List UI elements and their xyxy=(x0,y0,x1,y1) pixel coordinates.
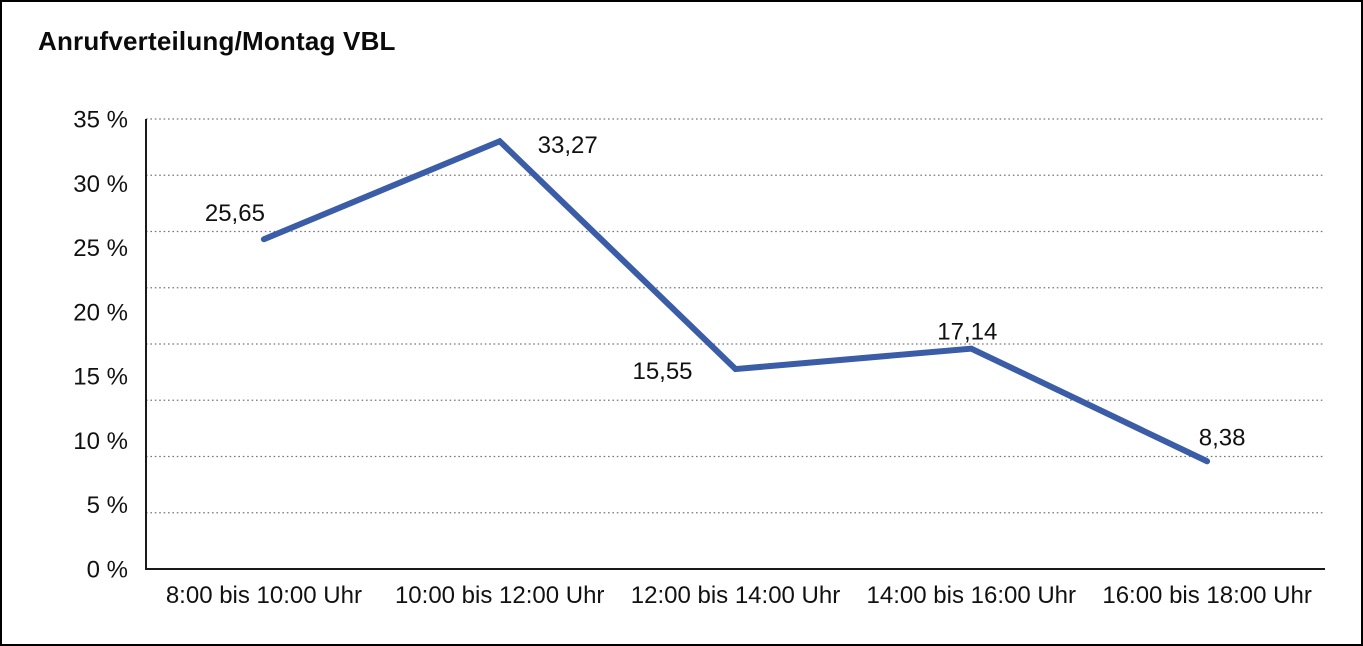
data-point-label: 25,65 xyxy=(205,200,265,227)
y-axis-tick-label: 5 % xyxy=(87,492,128,519)
y-axis-tick-label: 25 % xyxy=(73,235,128,262)
y-axis-tick-label: 20 % xyxy=(73,299,128,326)
data-point-label: 17,14 xyxy=(937,319,997,346)
y-axis-tick-label: 15 % xyxy=(73,364,128,391)
x-axis-tick-label: 14:00 bis 16:00 Uhr xyxy=(867,582,1076,609)
x-axis-tick-label: 8:00 bis 10:00 Uhr xyxy=(166,582,362,609)
data-point-label: 8,38 xyxy=(1199,424,1246,451)
data-point-label: 33,27 xyxy=(538,132,598,159)
x-axis-tick-label: 16:00 bis 18:00 Uhr xyxy=(1102,582,1311,609)
x-axis-tick-label: 12:00 bis 14:00 Uhr xyxy=(631,582,840,609)
x-axis-tick-label: 10:00 bis 12:00 Uhr xyxy=(395,582,604,609)
data-line xyxy=(260,137,1211,465)
data-point-label: 15,55 xyxy=(632,358,692,385)
y-axis-tick-label: 10 % xyxy=(73,428,128,455)
y-axis-tick-label: 35 % xyxy=(73,107,128,134)
y-axis-tick-label: 30 % xyxy=(73,171,128,198)
y-axis-tick-label: 0 % xyxy=(87,557,128,584)
chart-title: Anrufverteilung/Montag VBL xyxy=(38,26,396,56)
